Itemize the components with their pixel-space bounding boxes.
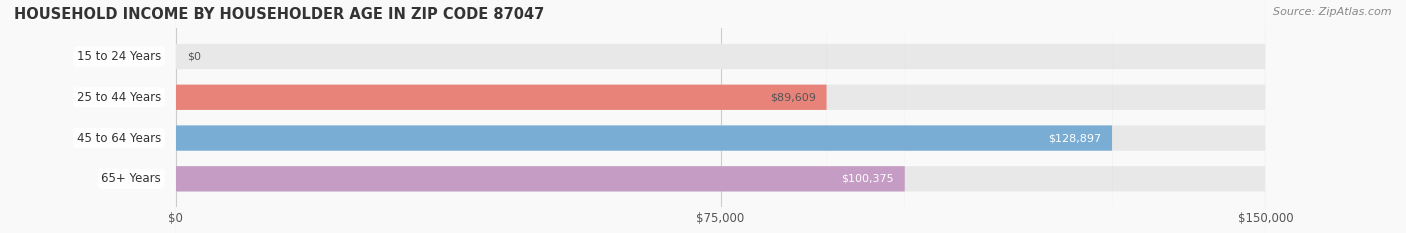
FancyBboxPatch shape: [176, 0, 1265, 233]
Text: HOUSEHOLD INCOME BY HOUSEHOLDER AGE IN ZIP CODE 87047: HOUSEHOLD INCOME BY HOUSEHOLDER AGE IN Z…: [14, 7, 544, 22]
Text: $89,609: $89,609: [770, 92, 815, 102]
FancyBboxPatch shape: [176, 0, 905, 233]
FancyBboxPatch shape: [176, 0, 827, 233]
Text: $128,897: $128,897: [1047, 133, 1101, 143]
FancyBboxPatch shape: [176, 0, 1265, 233]
Text: $100,375: $100,375: [841, 174, 894, 184]
Text: $0: $0: [187, 51, 201, 62]
Text: 65+ Years: 65+ Years: [101, 172, 162, 185]
Text: 45 to 64 Years: 45 to 64 Years: [77, 132, 162, 144]
FancyBboxPatch shape: [176, 0, 1112, 233]
Text: 25 to 44 Years: 25 to 44 Years: [77, 91, 162, 104]
FancyBboxPatch shape: [176, 0, 1265, 233]
FancyBboxPatch shape: [176, 0, 1265, 233]
Text: Source: ZipAtlas.com: Source: ZipAtlas.com: [1274, 7, 1392, 17]
Text: 15 to 24 Years: 15 to 24 Years: [77, 50, 162, 63]
